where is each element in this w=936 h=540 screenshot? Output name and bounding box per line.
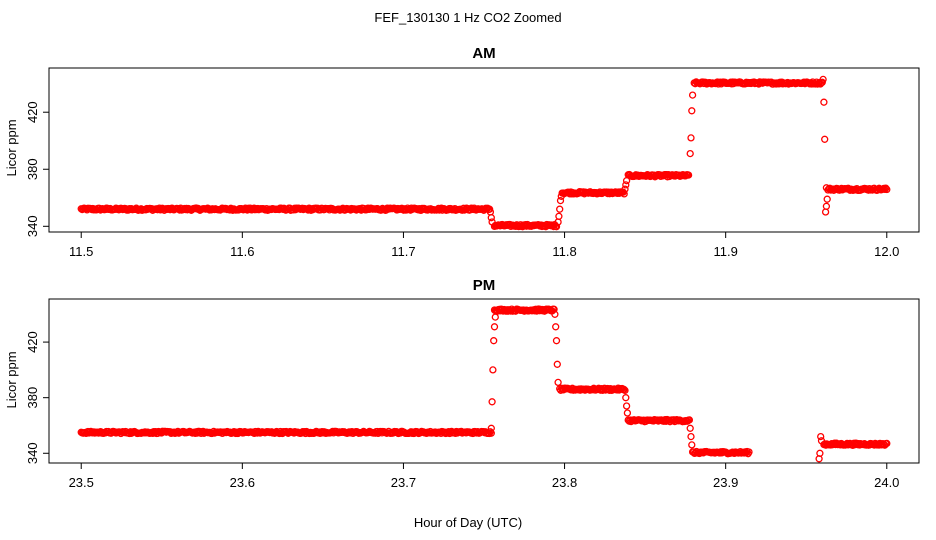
data-point bbox=[556, 205, 564, 213]
panel-am: AM Licor ppm 11.5 11.6 11.7 11.8 11.9 12.0 34… bbox=[4, 45, 920, 259]
data-point bbox=[488, 218, 496, 226]
data-point bbox=[819, 75, 827, 84]
data-point bbox=[553, 360, 561, 368]
y-tick-label: 380 bbox=[25, 387, 40, 409]
data-point bbox=[487, 424, 495, 432]
data-point bbox=[883, 185, 891, 194]
x-tick-label: 23.6 bbox=[230, 475, 255, 490]
data-point bbox=[622, 181, 630, 189]
panel-pm: PM Licor ppm 23.5 23.6 23.7 23.8 23.9 24.0 34… bbox=[4, 277, 920, 490]
data-point bbox=[557, 192, 565, 200]
scatter-series-am bbox=[77, 75, 891, 231]
data-point bbox=[688, 91, 697, 99]
data-point bbox=[686, 149, 694, 158]
plot-frame-am bbox=[48, 67, 920, 233]
data-point bbox=[684, 171, 693, 179]
data-point bbox=[745, 448, 753, 456]
data-point bbox=[620, 385, 628, 394]
data-point bbox=[815, 455, 823, 463]
y-tick-label: 340 bbox=[25, 442, 40, 464]
data-point bbox=[688, 107, 696, 115]
data-point bbox=[879, 440, 887, 448]
scatter-series-pm bbox=[77, 305, 891, 463]
data-point bbox=[621, 386, 629, 395]
x-tick-label: 23.9 bbox=[713, 475, 738, 490]
data-point bbox=[622, 177, 631, 185]
data-point bbox=[823, 195, 831, 203]
figure-title: FEF_130130 1 Hz CO2 Zoomed bbox=[374, 10, 561, 25]
data-point bbox=[487, 429, 495, 437]
data-point bbox=[491, 313, 499, 321]
x-tick-label: 11.9 bbox=[713, 244, 737, 259]
x-axis-am: 11.5 11.6 11.7 11.8 11.9 12.0 bbox=[69, 232, 899, 259]
x-tick-label: 23.5 bbox=[69, 475, 94, 490]
y-axis-am: 340 380 420 bbox=[25, 101, 49, 237]
data-point bbox=[688, 441, 696, 449]
data-point bbox=[686, 424, 694, 432]
data-point bbox=[488, 398, 496, 406]
data-point bbox=[882, 184, 890, 192]
x-tick-label: 23.7 bbox=[391, 475, 416, 490]
data-point bbox=[555, 212, 563, 220]
y-tick-label: 380 bbox=[25, 158, 40, 180]
data-point bbox=[821, 135, 829, 143]
y-tick-label: 340 bbox=[25, 215, 40, 237]
panel-title-pm: PM bbox=[473, 277, 496, 294]
plot-frame-pm bbox=[48, 298, 920, 464]
data-point bbox=[490, 323, 499, 331]
data-point bbox=[556, 196, 565, 205]
data-point bbox=[820, 98, 828, 106]
data-point bbox=[487, 214, 495, 222]
data-point bbox=[685, 416, 694, 424]
data-point bbox=[822, 184, 831, 192]
data-point bbox=[490, 337, 498, 345]
data-point bbox=[687, 432, 695, 441]
y-tick-label: 420 bbox=[25, 331, 40, 353]
x-tick-label: 11.5 bbox=[69, 244, 93, 259]
x-axis-pm: 23.5 23.6 23.7 23.8 23.9 24.0 bbox=[69, 463, 899, 490]
data-point bbox=[817, 437, 826, 445]
x-tick-label: 11.8 bbox=[552, 244, 576, 259]
x-tick-label: 24.0 bbox=[874, 475, 899, 490]
data-point bbox=[620, 190, 628, 198]
y-axis-label-pm: Licor ppm bbox=[4, 351, 19, 408]
y-axis-pm: 340 380 420 bbox=[25, 331, 49, 464]
data-point bbox=[817, 432, 825, 441]
data-point bbox=[623, 409, 632, 417]
data-point bbox=[822, 202, 831, 210]
data-point bbox=[883, 439, 891, 448]
y-axis-label-am: Licor ppm bbox=[4, 119, 19, 176]
x-tick-label: 11.6 bbox=[230, 244, 254, 259]
data-point bbox=[489, 366, 497, 374]
data-point bbox=[552, 223, 561, 231]
data-point bbox=[621, 185, 629, 193]
data-point bbox=[622, 394, 630, 402]
panel-title-am: AM bbox=[472, 45, 495, 62]
data-point bbox=[552, 337, 561, 345]
x-axis-label: Hour of Day (UTC) bbox=[414, 515, 522, 530]
data-point bbox=[821, 208, 830, 216]
data-point bbox=[622, 402, 631, 410]
data-point bbox=[687, 134, 695, 142]
y-tick-label: 420 bbox=[25, 101, 40, 123]
data-point bbox=[550, 305, 558, 313]
x-tick-label: 12.0 bbox=[874, 244, 899, 259]
data-point bbox=[552, 323, 560, 331]
data-point bbox=[486, 428, 494, 436]
data-point bbox=[551, 310, 559, 318]
x-tick-label: 23.8 bbox=[552, 475, 577, 490]
data-point bbox=[554, 378, 562, 387]
x-tick-label: 11.7 bbox=[391, 244, 415, 259]
